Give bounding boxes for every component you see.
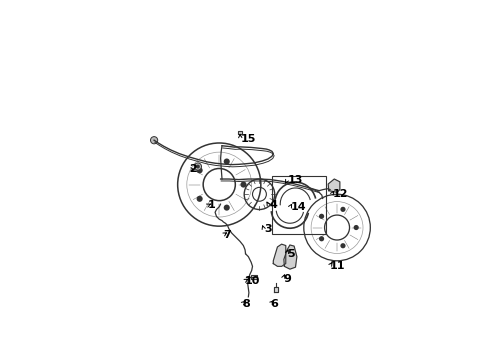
Text: 4: 4	[270, 201, 277, 210]
Circle shape	[319, 236, 324, 241]
Text: 6: 6	[270, 299, 278, 309]
Text: 3: 3	[265, 225, 272, 234]
Text: 14: 14	[291, 202, 306, 212]
Text: 11: 11	[330, 261, 345, 271]
Circle shape	[241, 181, 246, 188]
Polygon shape	[274, 287, 278, 292]
Text: 2: 2	[190, 164, 197, 174]
Circle shape	[319, 214, 324, 219]
Text: 5: 5	[287, 249, 295, 259]
Text: 10: 10	[245, 276, 260, 286]
Polygon shape	[238, 131, 242, 134]
Circle shape	[354, 225, 359, 230]
Circle shape	[341, 243, 345, 248]
Bar	[272, 176, 326, 234]
Text: 12: 12	[332, 189, 348, 199]
Polygon shape	[284, 245, 297, 269]
Text: 8: 8	[242, 299, 250, 309]
Polygon shape	[328, 179, 340, 192]
Text: 9: 9	[284, 274, 292, 284]
Text: 7: 7	[223, 230, 231, 240]
Circle shape	[196, 196, 203, 202]
Circle shape	[224, 204, 230, 211]
Text: 13: 13	[288, 175, 303, 185]
Text: 15: 15	[241, 134, 256, 144]
Circle shape	[196, 167, 203, 174]
Circle shape	[224, 158, 230, 165]
Circle shape	[195, 163, 201, 170]
Circle shape	[196, 165, 200, 168]
Circle shape	[341, 207, 345, 212]
Polygon shape	[273, 244, 286, 266]
Text: 1: 1	[208, 201, 216, 210]
Circle shape	[150, 136, 158, 144]
Polygon shape	[250, 275, 257, 279]
